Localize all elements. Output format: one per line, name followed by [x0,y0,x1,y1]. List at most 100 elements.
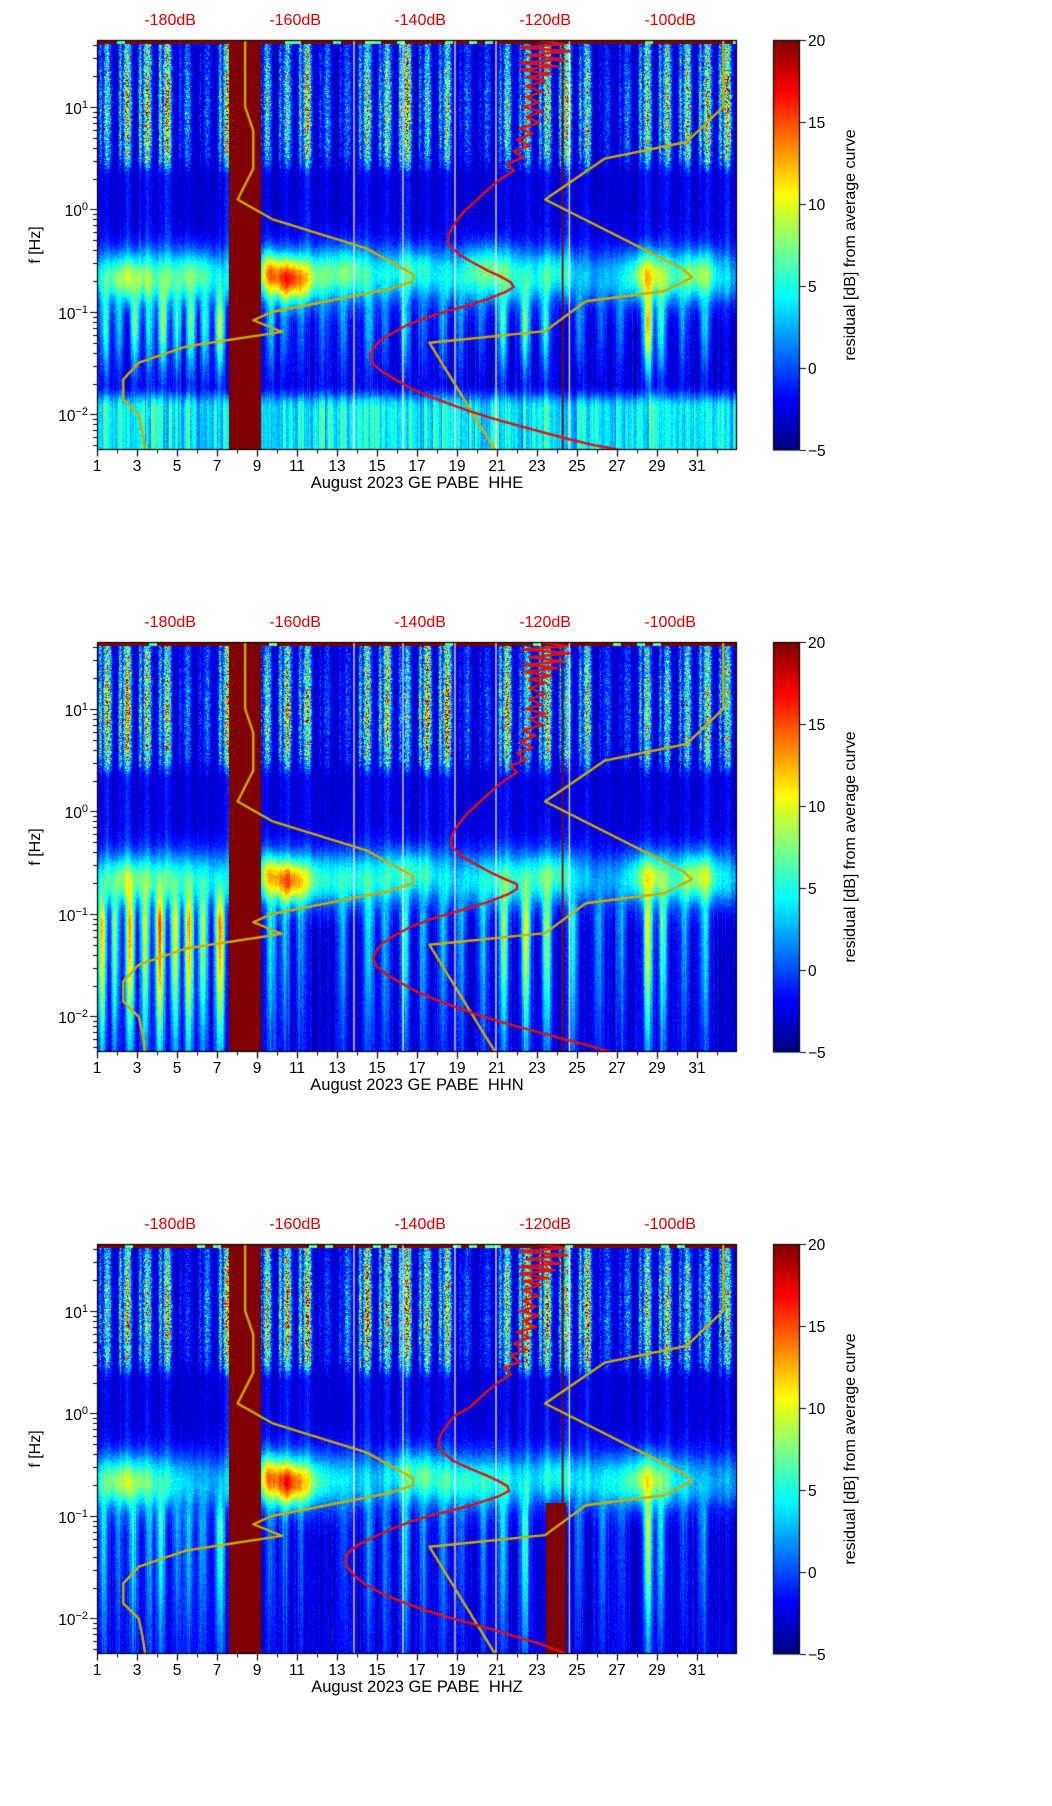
panel-hhe: August 2023 GE PABE HHE f [Hz] residual … [0,0,1052,602]
colorbar-tick-label: 10 [808,799,826,816]
x-tick-label: 15 [368,458,386,475]
x-tick-label: 3 [132,458,142,475]
y-axis-label: f [Hz] [27,226,45,264]
colorbar-tick-label: 20 [808,635,826,652]
x-tick-label: 17 [408,1060,426,1077]
top-axis-tick-label: -120dB [519,12,571,29]
x-tick-label: 25 [568,1060,586,1077]
x-tick-label: 1 [92,1662,102,1679]
colorbar-tick-label: 10 [808,1401,826,1418]
x-tick-label: 23 [528,1060,546,1077]
spectrogram-canvas-hhz [0,1204,1052,1806]
colorbar-tick-label: 0 [808,963,817,980]
top-axis-tick-label: -100dB [644,1216,696,1233]
x-tick-label: 15 [368,1060,386,1077]
top-axis-tick-label: -180dB [144,614,196,631]
x-tick-label: 9 [252,1662,262,1679]
colorbar-tick-label: 5 [808,881,817,898]
spectrogram-canvas-hhe [0,0,1052,602]
x-tick-label: 27 [608,458,626,475]
x-tick-label: 7 [212,1060,222,1077]
top-axis-tick-label: -180dB [144,1216,196,1233]
x-tick-label: 27 [608,1060,626,1077]
top-axis-tick-label: -100dB [644,12,696,29]
x-tick-label: 1 [92,1060,102,1077]
top-axis-tick-label: -160dB [269,614,321,631]
y-tick-label: 10−2 [58,1008,88,1028]
colorbar-label: residual [dB] from average curve [842,1333,860,1565]
colorbar-tick-label: 20 [808,1237,826,1254]
y-tick-label: 100 [64,803,88,823]
panel-hhn: August 2023 GE PABE HHN f [Hz] residual … [0,602,1052,1204]
x-tick-label: 5 [172,458,182,475]
y-tick-label: 10−1 [58,1508,88,1528]
x-tick-label: 11 [288,1662,306,1679]
colorbar-tick-label: 15 [808,717,826,734]
x-tick-label: 5 [172,1662,182,1679]
x-tick-label: 31 [688,1662,706,1679]
y-tick-label: 10−1 [58,906,88,926]
x-tick-label: 29 [648,458,666,475]
x-tick-label: 27 [608,1662,626,1679]
y-tick-label: 101 [64,701,88,721]
x-axis-title: August 2023 GE PABE HHZ [311,1678,523,1696]
x-tick-label: 9 [252,1060,262,1077]
y-tick-label: 10−2 [58,406,88,426]
colorbar-tick-label: −5 [808,1045,826,1062]
x-tick-label: 11 [288,1060,306,1077]
colorbar-label: residual [dB] from average curve [842,731,860,963]
x-tick-label: 5 [172,1060,182,1077]
x-tick-label: 31 [688,1060,706,1077]
x-tick-label: 21 [488,1060,506,1077]
x-tick-label: 23 [528,1662,546,1679]
colorbar-tick-label: −5 [808,443,826,460]
top-axis-tick-label: -140dB [394,12,446,29]
x-tick-label: 1 [92,458,102,475]
top-axis-tick-label: -140dB [394,1216,446,1233]
colorbar-label: residual [dB] from average curve [842,129,860,361]
colorbar-tick-label: 15 [808,1319,826,1336]
x-tick-label: 9 [252,458,262,475]
y-tick-label: 10−1 [58,304,88,324]
x-tick-label: 29 [648,1662,666,1679]
x-tick-label: 13 [328,458,346,475]
top-axis-tick-label: -120dB [519,1216,571,1233]
x-tick-label: 29 [648,1060,666,1077]
top-axis-tick-label: -100dB [644,614,696,631]
x-tick-label: 25 [568,458,586,475]
x-tick-label: 17 [408,1662,426,1679]
x-tick-label: 17 [408,458,426,475]
colorbar-tick-label: 5 [808,279,817,296]
x-tick-label: 19 [448,458,466,475]
colorbar-tick-label: 10 [808,197,826,214]
y-tick-label: 101 [64,1303,88,1323]
x-axis-title: August 2023 GE PABE HHE [310,474,524,492]
x-tick-label: 7 [212,458,222,475]
x-tick-label: 19 [448,1662,466,1679]
y-axis-label: f [Hz] [27,1430,45,1468]
x-tick-label: 11 [288,458,306,475]
top-axis-tick-label: -180dB [144,12,196,29]
x-tick-label: 25 [568,1662,586,1679]
top-axis-tick-label: -120dB [519,614,571,631]
y-tick-label: 10−2 [58,1610,88,1630]
top-axis-tick-label: -160dB [269,1216,321,1233]
y-tick-label: 100 [64,201,88,221]
panel-hhz: August 2023 GE PABE HHZ f [Hz] residual … [0,1204,1052,1806]
y-tick-label: 101 [64,99,88,119]
x-tick-label: 31 [688,458,706,475]
colorbar-tick-label: 0 [808,1565,817,1582]
colorbar-tick-label: 5 [808,1483,817,1500]
x-tick-label: 23 [528,458,546,475]
x-tick-label: 13 [328,1662,346,1679]
colorbar-tick-label: 15 [808,115,826,132]
y-axis-label: f [Hz] [27,828,45,866]
y-tick-label: 100 [64,1405,88,1425]
spectrogram-canvas-hhn [0,602,1052,1204]
colorbar-tick-label: 0 [808,361,817,378]
x-tick-label: 21 [488,458,506,475]
x-tick-label: 7 [212,1662,222,1679]
x-tick-label: 3 [132,1662,142,1679]
top-axis-tick-label: -140dB [394,614,446,631]
